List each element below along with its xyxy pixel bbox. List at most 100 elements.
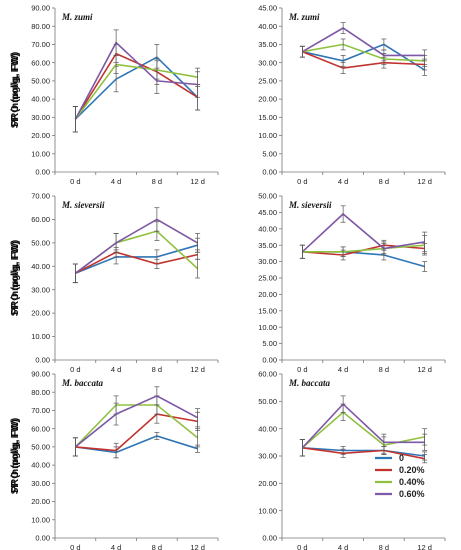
x-tick-label: 0 d [70,543,80,550]
series-line [74,218,199,274]
y-tick-label: 0.00 [35,534,50,543]
legend-entry: 0.40% [375,477,425,487]
y-tick-label: 40.00 [31,461,50,470]
x-tick-label: 8 d [379,365,389,374]
y-tick-label: 60.00 [31,424,50,433]
y-tick-label: 35.00 [258,241,277,250]
y-tick-label: 0.00 [262,356,277,365]
panel-y-label: SP (nmol/g, FW) [10,418,21,494]
x-tick-label: 4 d [338,543,348,550]
series-line [75,435,198,454]
x-tick-label: 8 d [152,177,162,186]
y-tick-label: 0.00 [35,168,50,177]
y-tick-label: 30.00 [31,479,50,488]
y-tick-label: 40.00 [258,224,277,233]
panel-pro-m-baccata: PRO (μg/g, FW) M. baccata 0.00 10.00 20.00… [10,370,446,550]
y-tick-label: 50.00 [31,76,50,85]
legend-label: 0.60% [399,489,425,499]
series-line [301,402,425,449]
y-tick-label: 80.00 [31,22,50,31]
series-line [74,63,198,120]
series-line [75,244,198,275]
panel-sp-m-sieversii: SP (nmol/g, FW) M. sieversii 0.00 10.00 20… [10,192,219,374]
y-tick-label: 25.00 [258,76,277,85]
series-line [74,230,199,274]
y-tick-label: 20.00 [258,290,277,299]
x-tick-label: 0 d [297,365,307,374]
series-line [301,27,425,57]
y-tick-label: 30.00 [258,257,277,266]
y-tick-label: 20.00 [258,95,277,104]
panel-title: M. zumi [288,12,320,22]
y-tick-label: 90.00 [31,370,50,379]
y-tick-label: 45.00 [258,208,277,217]
y-tick-label: 15.00 [258,113,277,122]
series-line [74,41,198,120]
y-tick-label: 10.00 [31,149,50,158]
y-tick-label: 70.00 [31,40,50,49]
y-tick-label: 30.00 [31,285,50,294]
x-tick-label: 0 d [297,177,307,186]
series-line [302,43,426,71]
x-tick-label: 4 d [338,177,348,186]
panel-y-label: PRO (μg/g, FW) [10,241,21,314]
series-line [74,404,199,448]
y-tick-label: 50.00 [31,442,50,451]
y-tick-label: 5.00 [262,339,277,348]
y-tick-label: 30.00 [258,58,277,67]
x-tick-label: 12 d [190,177,205,186]
legend: 0 0.20% 0.40% 0.60% [375,453,425,499]
panel-y-label: PRO (μg/g, FW) [10,419,21,492]
x-tick-label: 4 d [111,365,121,374]
x-tick-label: 0 d [70,177,80,186]
y-tick-label: 80.00 [31,388,50,397]
y-tick-label: 0.00 [262,534,277,543]
panel-y-label: SP (nmol/g, FW) [10,52,21,128]
x-tick-label: 12 d [417,543,432,550]
x-tick-label: 4 d [111,177,121,186]
panel-title: M. zumi [61,12,93,22]
series-line [302,50,425,69]
panel-title: M. sieversii [288,200,332,210]
legend-label: 0.20% [399,465,425,475]
x-tick-label: 8 d [152,365,162,374]
y-tick-label: 20.00 [31,309,50,318]
series-line [302,43,425,62]
series-line [75,413,198,452]
y-tick-label: 60.00 [258,370,277,379]
legend-entry: 0 [375,453,404,463]
series-line [301,411,425,449]
y-tick-label: 50.00 [31,238,50,247]
legend-entry: 0.20% [375,465,425,475]
y-tick-label: 20.00 [258,479,277,488]
y-tick-label: 60.00 [31,215,50,224]
y-tick-label: 40.00 [31,262,50,271]
y-tick-label: 45.00 [258,4,277,13]
y-tick-label: 20.00 [31,131,50,140]
x-tick-label: 4 d [338,365,348,374]
panel-sp-m-zumi: SP (nmol/g, FW) M. zumi 0.00 10.00 20.00 30… [10,4,219,186]
y-tick-label: 20.00 [31,497,50,506]
legend-entry: 0.60% [375,489,425,499]
y-tick-label: 10.00 [31,515,50,524]
y-tick-label: 40.00 [258,22,277,31]
series-line [302,447,425,460]
y-tick-label: 25.00 [258,274,277,283]
panel-y-label: SP (nmol/g, FW) [10,240,21,316]
panel-title: M. sieversii [61,200,105,210]
y-tick-label: 50.00 [258,192,277,201]
panel-title: M. baccata [288,378,330,388]
series-line [74,56,199,120]
y-tick-label: 10.00 [258,506,277,515]
y-tick-label: 10.00 [258,131,277,140]
x-tick-label: 8 d [379,543,389,550]
x-tick-label: 12 d [190,543,205,550]
y-tick-label: 5.00 [262,149,277,158]
x-tick-label: 8 d [379,177,389,186]
y-tick-label: 40.00 [258,424,277,433]
panel-sp-m-baccata: SP (nmol/g, FW) M. baccata 0.00 10.00 20.0… [10,370,219,550]
x-tick-label: 12 d [417,177,432,186]
series-line [301,212,425,253]
y-tick-label: 70.00 [31,406,50,415]
panel-pro-m-sieversii: PRO (μg/g, FW) M. sieversii 0.00 5.00 10.0… [10,192,446,374]
